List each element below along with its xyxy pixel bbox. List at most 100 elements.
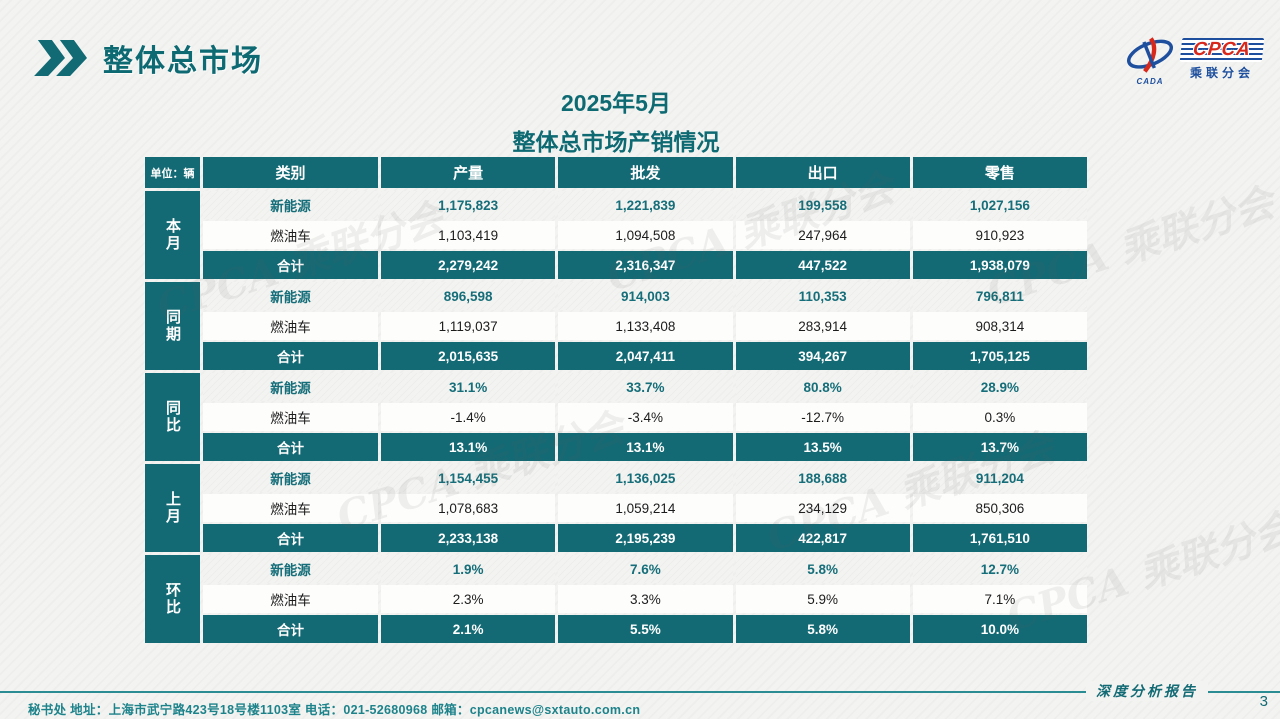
group-label: 环比 — [145, 555, 200, 643]
row-category: 新能源 — [203, 555, 378, 583]
row-category: 新能源 — [203, 464, 378, 492]
cell-wholesale: 1,136,025 — [558, 464, 733, 492]
cell-wholesale: 13.1% — [558, 433, 733, 461]
cell-retail: 796,811 — [912, 282, 1087, 310]
table-row-total: 合计 2,015,635 2,047,411 394,267 1,705,125 — [203, 342, 1087, 370]
table-row-total: 合计 2,279,242 2,316,347 447,522 1,938,079 — [203, 251, 1087, 279]
table-row: 新能源 1,154,455 1,136,025 188,688 911,204 — [203, 464, 1087, 492]
cell-production: 1,078,683 — [381, 494, 556, 522]
cell-wholesale: 2,316,347 — [558, 251, 733, 279]
cell-retail: 1,938,079 — [912, 251, 1087, 279]
cell-production: 1,119,037 — [381, 312, 556, 340]
table-row: 燃油车 2.3% 3.3% 5.9% 7.1% — [203, 585, 1087, 613]
cell-wholesale: 914,003 — [558, 282, 733, 310]
group-label: 同比 — [145, 373, 200, 461]
row-category: 合计 — [203, 433, 378, 461]
table-row: 燃油车 -1.4% -3.4% -12.7% 0.3% — [203, 403, 1087, 431]
logo-text-block: CPCA 乘联分会 — [1179, 37, 1265, 81]
cell-export: 234,129 — [735, 494, 910, 522]
cell-export: 283,914 — [735, 312, 910, 340]
table-row: 燃油车 1,103,419 1,094,508 247,964 910,923 — [203, 221, 1087, 249]
group-label: 上月 — [145, 464, 200, 552]
cell-production: 2,015,635 — [381, 342, 556, 370]
row-category: 燃油车 — [203, 312, 378, 340]
footer-contact-info: 秘书处 地址：上海市武宁路423号18号楼1103室 电话：021-526809… — [28, 703, 641, 717]
cell-wholesale: 2,047,411 — [558, 342, 733, 370]
cell-retail: 1,027,156 — [912, 191, 1087, 219]
group-label: 同期 — [145, 282, 200, 370]
cell-production: 2,233,138 — [381, 524, 556, 552]
cell-retail: 12.7% — [912, 555, 1087, 583]
cell-export: 13.5% — [735, 433, 910, 461]
cell-wholesale: 2,195,239 — [558, 524, 733, 552]
cell-retail: 910,923 — [912, 221, 1087, 249]
table-group-last-month: 上月 新能源 1,154,455 1,136,025 188,688 911,2… — [145, 464, 1087, 552]
cell-wholesale: 7.6% — [558, 555, 733, 583]
column-header-retail: 零售 — [912, 157, 1087, 188]
title-block: 整体总市场 — [34, 36, 263, 80]
cell-wholesale: 1,221,839 — [558, 191, 733, 219]
cell-wholesale: 3.3% — [558, 585, 733, 613]
logo-name: CPCA — [1192, 38, 1253, 60]
table-header-row: 单位：辆 类别 产量 批发 出口 零售 — [145, 157, 1087, 188]
column-header-wholesale: 批发 — [558, 157, 733, 188]
cell-export: 110,353 — [735, 282, 910, 310]
unit-label: 单位：辆 — [145, 157, 200, 188]
cell-export: 422,817 — [735, 524, 910, 552]
cell-production: 31.1% — [381, 373, 556, 401]
column-header-production: 产量 — [381, 157, 556, 188]
table-row: 新能源 31.1% 33.7% 80.8% 28.9% — [203, 373, 1087, 401]
cell-retail: 13.7% — [912, 433, 1087, 461]
row-category: 燃油车 — [203, 494, 378, 522]
footer-divider — [0, 691, 1280, 693]
table-group-current-month: 本月 新能源 1,175,823 1,221,839 199,558 1,027… — [145, 191, 1087, 279]
cell-retail: 850,306 — [912, 494, 1087, 522]
table-group-same-period: 同期 新能源 896,598 914,003 110,353 796,811 燃… — [145, 282, 1087, 370]
column-header-export: 出口 — [735, 157, 910, 188]
table-row: 新能源 1,175,823 1,221,839 199,558 1,027,15… — [203, 191, 1087, 219]
table-row: 燃油车 1,078,683 1,059,214 234,129 850,306 — [203, 494, 1087, 522]
data-table: 单位：辆 类别 产量 批发 出口 零售 本月 新能源 1,175,823 1,2… — [145, 157, 1087, 643]
emblem-caption: CADA — [1136, 77, 1164, 86]
cell-export: 447,522 — [735, 251, 910, 279]
page-number: 3 — [1259, 693, 1268, 710]
cell-export: 5.9% — [735, 585, 910, 613]
cell-export: 394,267 — [735, 342, 910, 370]
row-category: 合计 — [203, 342, 378, 370]
cell-wholesale: 1,094,508 — [558, 221, 733, 249]
table-row-total: 合计 13.1% 13.1% 13.5% 13.7% — [203, 433, 1087, 461]
cell-export: 188,688 — [735, 464, 910, 492]
double-chevron-icon — [32, 40, 92, 76]
row-category: 燃油车 — [203, 585, 378, 613]
cell-retail: 1,761,510 — [912, 524, 1087, 552]
cell-retail: 908,314 — [912, 312, 1087, 340]
cell-wholesale: -3.4% — [558, 403, 733, 431]
column-header-category: 类别 — [203, 157, 378, 188]
cell-retail: 0.3% — [912, 403, 1087, 431]
row-category: 新能源 — [203, 373, 378, 401]
cada-emblem-icon: CADA — [1124, 35, 1176, 86]
cell-export: 5.8% — [735, 615, 910, 643]
cell-export: 199,558 — [735, 191, 910, 219]
table-row-total: 合计 2,233,138 2,195,239 422,817 1,761,510 — [203, 524, 1087, 552]
cell-production: 2,279,242 — [381, 251, 556, 279]
cell-export: -12.7% — [735, 403, 910, 431]
cell-retail: 911,204 — [912, 464, 1087, 492]
cell-wholesale: 33.7% — [558, 373, 733, 401]
cell-retail: 7.1% — [912, 585, 1087, 613]
table-group-yoy: 同比 新能源 31.1% 33.7% 80.8% 28.9% 燃油车 -1.4%… — [145, 373, 1087, 461]
cell-retail: 1,705,125 — [912, 342, 1087, 370]
row-category: 新能源 — [203, 191, 378, 219]
report-type-label: 深度分析报告 — [1086, 681, 1208, 701]
logo-stripe-box: CPCA — [1179, 37, 1265, 62]
table-row: 新能源 896,598 914,003 110,353 796,811 — [203, 282, 1087, 310]
cell-export: 5.8% — [735, 555, 910, 583]
row-category: 合计 — [203, 251, 378, 279]
subtitle-line2: 整体总市场产销情况 — [512, 129, 720, 155]
cell-production: 13.1% — [381, 433, 556, 461]
cell-wholesale: 1,059,214 — [558, 494, 733, 522]
subtitle: 2025年5月 整体总市场产销情况 — [145, 84, 1087, 157]
row-category: 合计 — [203, 615, 378, 643]
cell-production: 1,175,823 — [381, 191, 556, 219]
